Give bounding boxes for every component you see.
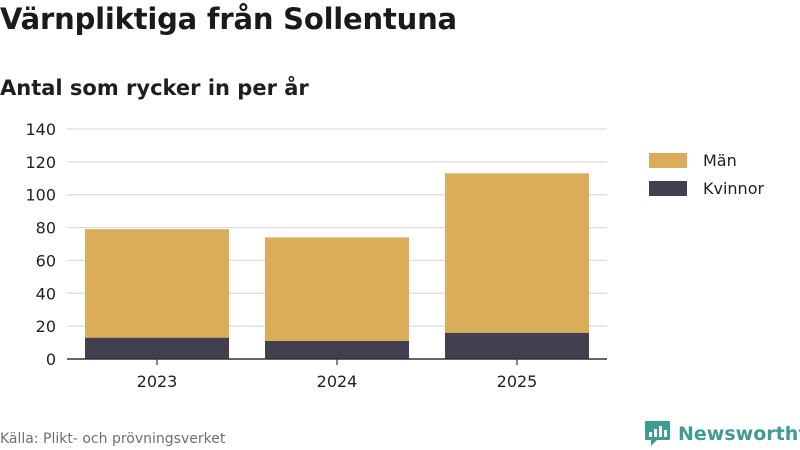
y-tick-label: 80 bbox=[36, 219, 56, 238]
y-tick-label: 120 bbox=[25, 153, 56, 172]
legend: Män Kvinnor bbox=[649, 146, 764, 202]
brand-name: Newsworthy bbox=[678, 422, 800, 445]
bar-segment-kvinnor-2024 bbox=[265, 340, 409, 359]
bar-segment-man-2025 bbox=[445, 173, 589, 333]
bar-segment-kvinnor-2023 bbox=[85, 337, 229, 359]
legend-item-man: Män bbox=[649, 146, 764, 174]
legend-label-man: Män bbox=[703, 150, 737, 170]
legend-label-kvinnor: Kvinnor bbox=[703, 178, 765, 198]
x-axis-ticks: 2023 2024 2025 bbox=[137, 359, 538, 391]
y-tick-label: 40 bbox=[36, 284, 56, 303]
y-tick-label: 140 bbox=[25, 120, 56, 139]
legend-swatch-kvinnor bbox=[649, 180, 687, 196]
y-tick-label: 20 bbox=[36, 317, 56, 336]
chart-title: Värnpliktiga från Sollentuna bbox=[0, 2, 457, 36]
y-tick-label: 60 bbox=[36, 251, 56, 270]
bar-segment-kvinnor-2025 bbox=[445, 332, 589, 359]
x-tick-label: 2025 bbox=[497, 372, 538, 391]
bar-segment-man-2023 bbox=[85, 229, 229, 338]
x-tick-label: 2023 bbox=[137, 372, 178, 391]
bar-chart-badge-icon bbox=[645, 421, 670, 446]
y-tick-label: 100 bbox=[25, 186, 56, 205]
x-tick-label: 2024 bbox=[317, 372, 358, 391]
chart-subtitle: Antal som rycker in per år bbox=[0, 76, 309, 100]
y-axis-ticks: 0 20 40 60 80 100 120 140 bbox=[25, 120, 56, 369]
legend-swatch-man bbox=[649, 152, 687, 168]
bar-segment-man-2024 bbox=[265, 237, 409, 341]
source-note: Källa: Plikt- och prövningsverket bbox=[0, 431, 226, 447]
brand-logo[interactable]: Newsworthy bbox=[644, 420, 800, 447]
bars bbox=[85, 173, 589, 359]
legend-item-kvinnor: Kvinnor bbox=[649, 174, 764, 202]
y-tick-label: 0 bbox=[46, 350, 56, 369]
